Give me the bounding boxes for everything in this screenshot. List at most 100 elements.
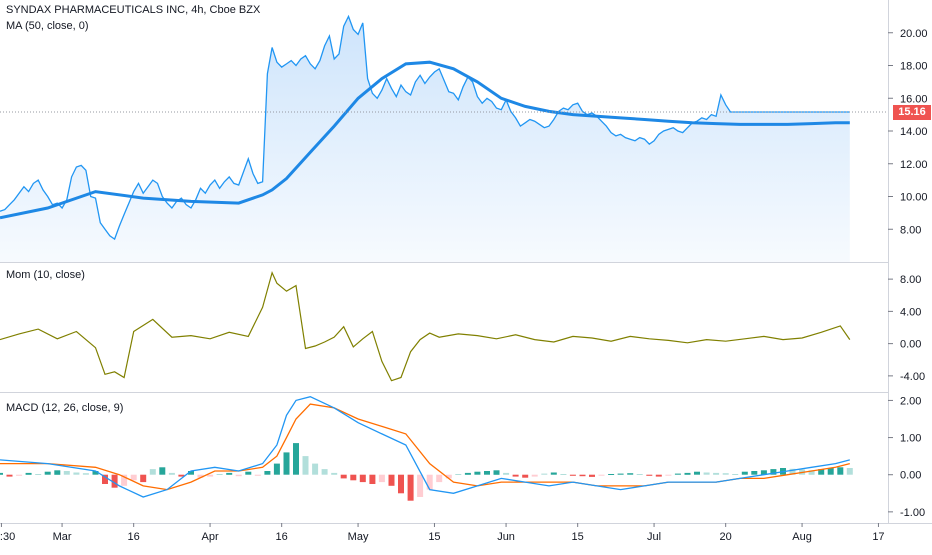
x-tick-label: May xyxy=(348,531,369,543)
macd-histogram-bar xyxy=(111,474,118,488)
x-tick-label: Apr xyxy=(202,531,219,543)
y-tick-label: 2.00 xyxy=(900,395,921,407)
macd-histogram-bar xyxy=(493,470,500,475)
y-tick-label: -1.00 xyxy=(900,507,925,519)
y-tick-label: 1.00 xyxy=(900,433,921,445)
macd-histogram-bar xyxy=(445,474,452,479)
macd-histogram-bar xyxy=(522,474,529,478)
macd-histogram-bar xyxy=(455,474,462,475)
macd-histogram-bar xyxy=(102,474,108,484)
macd-histogram-bar xyxy=(254,474,261,476)
price-line xyxy=(0,14,850,241)
x-tick-label: Aug xyxy=(792,531,812,543)
macd-histogram-bar xyxy=(44,471,51,475)
macd-histogram-bar xyxy=(732,474,739,475)
macd-histogram-bar xyxy=(168,472,175,475)
y-tick-label: 12.00 xyxy=(900,159,928,171)
chart-title: SYNDAX PHARMACEUTICALS INC, 4h, Cboe BZX xyxy=(6,4,261,16)
macd-histogram-bar xyxy=(92,471,99,475)
macd-histogram-bar xyxy=(54,470,61,475)
macd-histogram-bar xyxy=(73,472,80,475)
macd-histogram-bar xyxy=(617,473,624,475)
macd-histogram-bar xyxy=(636,474,643,475)
macd-histogram-bar xyxy=(302,456,309,475)
macd-histogram-bar xyxy=(35,474,42,475)
macd-histogram-bar xyxy=(713,472,720,475)
macd-histogram-bar xyxy=(655,474,662,477)
y-tick-label: 14.00 xyxy=(900,126,928,138)
macd-histogram-bar xyxy=(684,472,691,475)
y-tick-label: 20.00 xyxy=(900,28,928,40)
macd-histogram-bar xyxy=(226,472,233,475)
last-price-tag: 15.16 xyxy=(893,104,931,120)
macd-histogram-bar xyxy=(579,474,586,477)
macd-histogram-bar xyxy=(846,468,853,475)
macd-histogram-bar xyxy=(16,474,23,476)
macd-histogram-bar xyxy=(140,474,147,483)
x-tick-label: 16 xyxy=(276,531,288,543)
macd-histogram-bar xyxy=(417,474,424,497)
macd-indicator-label[interactable]: MACD (12, 26, close, 9) xyxy=(6,402,124,414)
macd-histogram-bar xyxy=(25,472,32,475)
macd-histogram-bar xyxy=(484,471,490,475)
macd-histogram-bar xyxy=(245,471,252,475)
macd-histogram-bar xyxy=(149,469,156,475)
macd-histogram-bar xyxy=(541,473,548,475)
ma-indicator-label[interactable]: MA (50, close, 0) xyxy=(6,20,89,32)
macd-signal-line xyxy=(0,403,850,491)
macd-histogram-bar xyxy=(63,471,70,475)
macd-histogram-bar xyxy=(436,474,443,483)
macd-histogram-bar xyxy=(760,470,767,475)
x-tick-label: Jun xyxy=(497,531,515,543)
macd-histogram-bar xyxy=(665,474,672,476)
macd-histogram-bar xyxy=(388,474,395,486)
x-tick-label: 15 xyxy=(428,531,440,543)
macd-histogram-bar xyxy=(827,468,834,475)
macd-histogram-bar xyxy=(503,472,510,475)
macd-histogram-bar xyxy=(703,472,710,475)
macd-histogram-bar xyxy=(474,471,481,475)
x-tick-label: Mar xyxy=(53,531,72,543)
macd-histogram-bar xyxy=(512,474,519,477)
macd-histogram-bar xyxy=(369,474,376,484)
macd-histogram-bar xyxy=(130,474,137,481)
macd-histogram-bar xyxy=(378,474,385,483)
macd-histogram-bar xyxy=(207,474,214,477)
ma-line xyxy=(0,60,850,220)
macd-histogram-bar xyxy=(6,474,13,477)
macd-histogram-bar xyxy=(598,474,605,476)
y-tick-label: -4.00 xyxy=(900,371,925,383)
macd-histogram-bar xyxy=(216,474,223,475)
macd-histogram-bar xyxy=(340,474,347,479)
macd-histogram-bar xyxy=(178,474,185,477)
macd-histogram-bar xyxy=(818,469,825,475)
x-tick-label: 15 xyxy=(572,531,584,543)
x-tick-label: 17 xyxy=(872,531,884,543)
y-tick-label: 10.00 xyxy=(900,192,928,204)
macd-histogram-bar xyxy=(837,467,844,475)
macd-histogram-bar xyxy=(464,472,471,475)
macd-line xyxy=(0,396,850,498)
macd-histogram-bar xyxy=(235,474,242,477)
macd-histogram-bar xyxy=(550,472,557,475)
momentum-indicator-label[interactable]: Mom (10, close) xyxy=(6,269,85,281)
y-tick-label: 18.00 xyxy=(900,61,928,73)
macd-histogram-bar xyxy=(646,474,653,476)
macd-histogram-bar xyxy=(751,471,758,475)
macd-histogram-bar xyxy=(359,474,366,483)
y-tick-label: 8.00 xyxy=(900,274,921,286)
x-tick-label: 18:30 xyxy=(0,531,15,543)
macd-histogram-bar xyxy=(569,474,576,476)
macd-histogram-bar xyxy=(627,473,634,475)
price-area-fill xyxy=(0,16,850,263)
y-tick-label: 8.00 xyxy=(900,224,921,236)
macd-histogram-bar xyxy=(608,474,615,475)
macd-histogram-bar xyxy=(674,473,681,475)
macd-histogram-bar xyxy=(82,473,89,475)
macd-histogram-bar xyxy=(789,468,796,475)
macd-histogram-bar xyxy=(283,452,290,475)
macd-histogram-bar xyxy=(808,470,815,475)
y-tick-label: 16.00 xyxy=(900,93,928,105)
